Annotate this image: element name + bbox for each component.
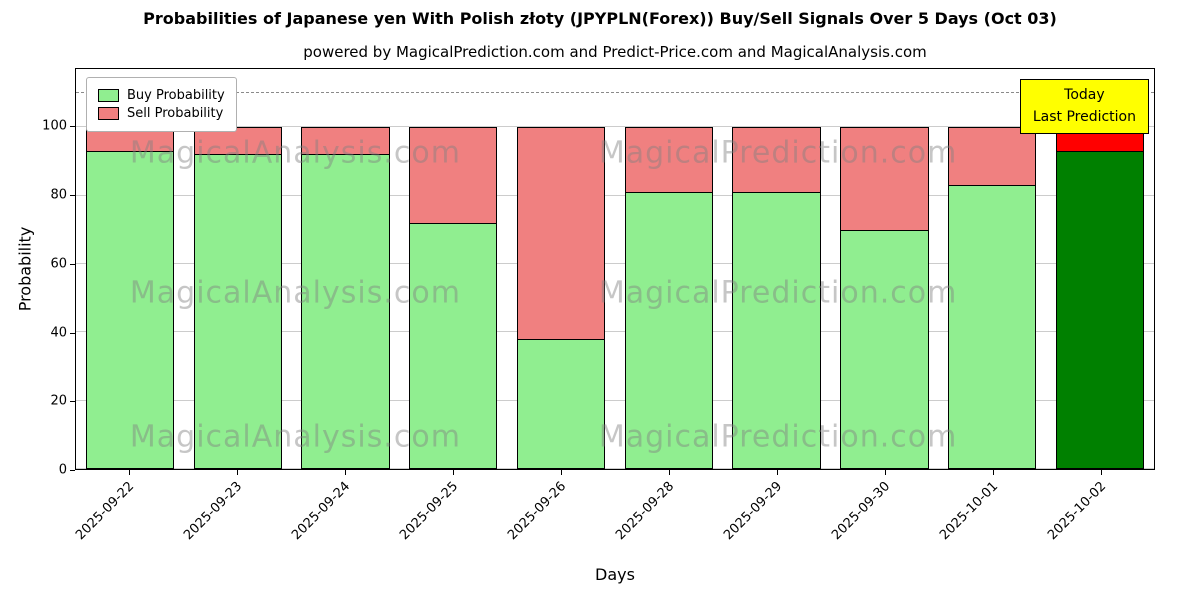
y-tick-label: 100 xyxy=(42,118,67,134)
x-tick-mark xyxy=(237,470,238,475)
x-tick-mark xyxy=(129,470,130,475)
buy-bar-segment xyxy=(409,222,498,469)
bar-slot xyxy=(831,69,939,469)
grid-line xyxy=(76,331,1154,333)
watermark-text: MagicalPrediction.com xyxy=(598,275,958,311)
bar-slot xyxy=(507,69,615,469)
bar-slot xyxy=(723,69,831,469)
legend-swatch xyxy=(98,107,119,120)
bar-slot xyxy=(76,69,184,469)
bar-slot xyxy=(184,69,292,469)
legend-label: Buy Probability xyxy=(127,88,225,103)
annotation-line-last-prediction: Last Prediction xyxy=(1032,108,1136,125)
grid-line xyxy=(76,262,1154,264)
x-tick-mark xyxy=(777,470,778,475)
sell-bar-segment xyxy=(301,127,390,155)
grid-line xyxy=(76,194,1154,196)
x-tick-label: 2025-09-25 xyxy=(397,479,462,544)
y-tick-label: 80 xyxy=(50,187,67,203)
y-tick-mark xyxy=(70,470,75,471)
sell-bar-segment xyxy=(516,127,606,340)
watermark-text: MagicalPrediction.com xyxy=(598,135,958,171)
y-tick-label: 60 xyxy=(50,256,67,272)
sell-bar-segment xyxy=(624,127,714,193)
bar-slot xyxy=(399,69,507,469)
legend: Buy Probability Sell Probability xyxy=(86,77,237,132)
x-tick-mark xyxy=(993,470,994,475)
grid-line xyxy=(76,126,1154,128)
x-tick-label: 2025-09-29 xyxy=(721,479,786,544)
x-tick-label: 2025-09-26 xyxy=(505,479,570,544)
sell-bar-segment xyxy=(840,127,929,230)
y-tick-label: 20 xyxy=(50,393,67,409)
buy-bar-segment xyxy=(624,192,714,469)
x-tick-mark xyxy=(1101,470,1102,475)
y-tick-mark xyxy=(70,401,75,403)
sell-bar-segment xyxy=(948,127,1037,186)
x-tick-mark xyxy=(453,470,454,475)
x-tick-label: 2025-09-23 xyxy=(181,479,246,544)
buy-bar-segment xyxy=(732,192,821,469)
y-tick-label: 40 xyxy=(50,325,67,341)
x-tick-label: 2025-09-22 xyxy=(73,479,138,544)
x-tick-label: 2025-09-24 xyxy=(289,479,354,544)
buy-bar-segment xyxy=(948,185,1037,469)
x-tick-label: 2025-09-28 xyxy=(613,479,678,544)
bar-slot xyxy=(292,69,400,469)
legend-item: Sell Probability xyxy=(98,106,225,121)
bar-slot xyxy=(615,69,723,469)
y-tick-mark xyxy=(70,195,75,197)
buy-bar-segment xyxy=(85,151,175,469)
bars-container xyxy=(76,69,1154,469)
sell-bar-segment xyxy=(409,127,498,223)
chart-title: Probabilities of Japanese yen With Polis… xyxy=(143,9,1057,28)
annotation-line-today: Today xyxy=(1064,87,1105,103)
y-tick-mark xyxy=(70,263,75,265)
watermark-text: MagicalAnalysis.com xyxy=(129,275,461,311)
grid-line xyxy=(76,399,1154,401)
chart-subtitle: powered by MagicalPrediction.com and Pre… xyxy=(303,43,927,61)
legend-label: Sell Probability xyxy=(127,106,224,121)
x-tick-label: 2025-10-02 xyxy=(1045,479,1110,544)
watermark-text: MagicalAnalysis.com xyxy=(129,419,461,455)
plot-area: Buy Probability Sell Probability Today La… xyxy=(75,68,1155,470)
x-tick-mark xyxy=(561,470,562,475)
watermark-text: MagicalAnalysis.com xyxy=(129,135,461,171)
y-tick-label: 0 xyxy=(58,462,67,478)
legend-item: Buy Probability xyxy=(98,88,225,103)
grid-line xyxy=(76,468,1154,469)
buy-bar-segment xyxy=(516,339,606,469)
y-tick-mark xyxy=(70,332,75,334)
x-tick-label: 2025-10-01 xyxy=(937,479,1002,544)
buy-bar-segment xyxy=(1055,151,1145,469)
x-tick-mark xyxy=(345,470,346,475)
buy-bar-segment xyxy=(301,154,390,469)
bar-slot xyxy=(938,69,1046,469)
legend-swatch xyxy=(98,89,119,102)
buy-bar-segment xyxy=(840,229,929,469)
today-annotation: Today Last Prediction xyxy=(1019,79,1149,135)
x-axis-label: Days xyxy=(595,565,635,584)
x-tick-mark xyxy=(885,470,886,475)
watermark-text: MagicalPrediction.com xyxy=(598,419,958,455)
x-tick-label: 2025-09-30 xyxy=(829,479,894,544)
dashed-reference-line xyxy=(76,91,1154,93)
y-tick-mark xyxy=(70,126,75,128)
sell-bar-segment xyxy=(732,127,821,193)
buy-bar-segment xyxy=(193,154,282,469)
x-tick-mark xyxy=(669,470,670,475)
